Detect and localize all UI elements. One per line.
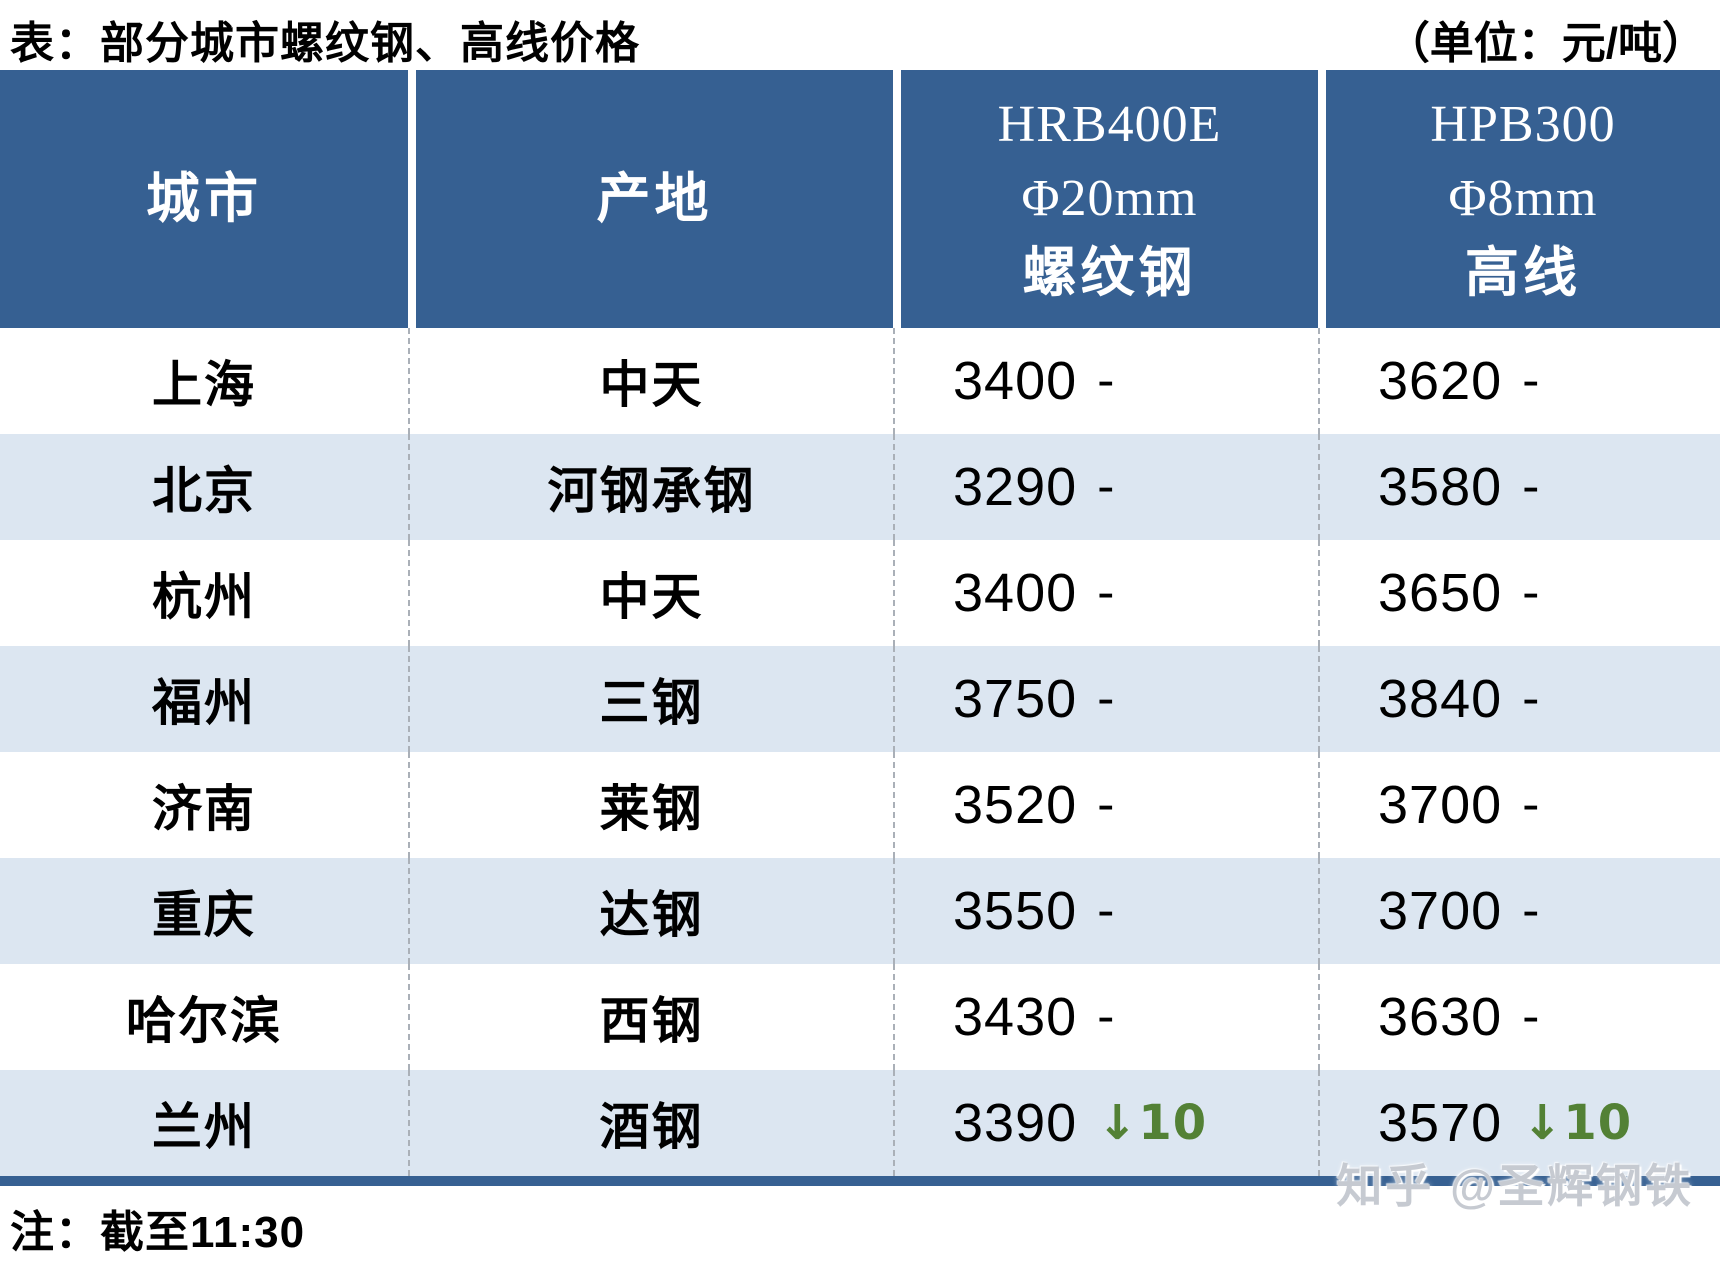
table-header-row: 城市 产地 HRB400E Φ20mm 螺纹钢 HPB300 Φ8mm 高线 [0,70,1720,328]
wire-price-cell: 3700 - [1318,858,1720,964]
origin-cell: 酒钢 [408,1070,893,1176]
wire-price-cell: 3630 - [1318,964,1720,1070]
rebar-price: 3400 [953,351,1078,411]
wire-change: - [1522,459,1541,515]
rebar-change: - [1097,671,1116,727]
table-row: 杭州 中天 3400 - 3650 - [0,540,1720,646]
wire-price-cell: 3700 - [1318,752,1720,858]
table-row: 上海 中天 3400 - 3620 - [0,328,1720,434]
city-cell: 杭州 [0,540,408,646]
rebar-price-cell: 3290 - [893,434,1318,540]
wire-price: 3620 [1378,351,1503,411]
zhihu-watermark: 知乎 @圣辉钢铁 [1336,1160,1694,1212]
origin-cell: 河钢承钢 [408,434,893,540]
wire-price: 3580 [1378,457,1503,517]
city-cell: 福州 [0,646,408,752]
footer: 注：截至11:30 [0,1186,1720,1260]
rebar-price: 3400 [953,563,1078,623]
header-cell-rebar: HRB400E Φ20mm 螺纹钢 [893,70,1318,328]
header-rebar-product: 螺纹钢 [1022,243,1197,303]
header-wire-diameter: Φ8mm [1448,170,1598,227]
header-origin-label: 产地 [596,169,713,229]
table-row: 北京 河钢承钢 3290 - 3580 - [0,434,1720,540]
unit-label: （单位：元/吨） [1385,18,1706,68]
wire-price: 3630 [1378,987,1503,1047]
wire-price: 3700 [1378,775,1503,835]
rebar-price-cell: 3400 - [893,540,1318,646]
wire-price-cell: 3620 - [1318,328,1720,434]
city-cell: 北京 [0,434,408,540]
rebar-price: 3290 [953,457,1078,517]
wire-change: - [1522,883,1541,939]
header-rebar-grade: HRB400E [997,96,1222,153]
wire-price-cell: 3580 - [1318,434,1720,540]
wire-change: ↓10 [1522,1095,1633,1151]
rebar-price: 3430 [953,987,1078,1047]
rebar-price: 3390 [953,1093,1078,1153]
table-title: 表：部分城市螺纹钢、高线价格 [10,18,640,68]
wire-change: - [1522,565,1541,621]
header-cell-city: 城市 [0,70,408,328]
rebar-change: - [1097,565,1116,621]
wire-price: 3650 [1378,563,1503,623]
rebar-change: - [1097,459,1116,515]
rebar-change: - [1097,989,1116,1045]
table-row: 济南 莱钢 3520 - 3700 - [0,752,1720,858]
rebar-change: ↓10 [1097,1095,1208,1151]
wire-price: 3570 [1378,1093,1503,1153]
header-cell-origin: 产地 [408,70,893,328]
header-wire-product: 高线 [1465,243,1581,303]
rebar-price-cell: 3430 - [893,964,1318,1070]
wire-change: - [1522,671,1541,727]
city-cell: 哈尔滨 [0,964,408,1070]
table-bottom-rule [0,1176,1720,1186]
city-cell: 兰州 [0,1070,408,1176]
footnote: 注：截至11:30 [10,1208,306,1257]
city-cell: 重庆 [0,858,408,964]
rebar-price: 3520 [953,775,1078,835]
rebar-price-cell: 3750 - [893,646,1318,752]
header-rebar-diameter: Φ20mm [1021,170,1198,227]
rebar-price-cell: 3550 - [893,858,1318,964]
wire-change: - [1522,353,1541,409]
rebar-price: 3750 [953,669,1078,729]
rebar-change: - [1097,353,1116,409]
table-row: 哈尔滨 西钢 3430 - 3630 - [0,964,1720,1070]
rebar-price-cell: 3400 - [893,328,1318,434]
origin-cell: 三钢 [408,646,893,752]
price-table: 城市 产地 HRB400E Φ20mm 螺纹钢 HPB300 Φ8mm 高线 上… [0,70,1720,1186]
table-row: 福州 三钢 3750 - 3840 - [0,646,1720,752]
wire-price-cell: 3650 - [1318,540,1720,646]
wire-price-cell: 3570 ↓10 [1318,1070,1720,1176]
rebar-price: 3550 [953,881,1078,941]
wire-price: 3840 [1378,669,1503,729]
city-cell: 济南 [0,752,408,858]
origin-cell: 达钢 [408,858,893,964]
rebar-change: - [1097,777,1116,833]
wire-change: - [1522,989,1541,1045]
table-row: 兰州 酒钢 3390 ↓10 3570 ↓10 [0,1070,1720,1176]
city-cell: 上海 [0,328,408,434]
rebar-price-cell: 3390 ↓10 [893,1070,1318,1176]
table-row: 重庆 达钢 3550 - 3700 - [0,858,1720,964]
wire-price: 3700 [1378,881,1503,941]
origin-cell: 莱钢 [408,752,893,858]
wire-price-cell: 3840 - [1318,646,1720,752]
header-city-label: 城市 [146,169,262,229]
rebar-change: - [1097,883,1116,939]
wire-change: - [1522,777,1541,833]
origin-cell: 中天 [408,540,893,646]
top-bar: 表：部分城市螺纹钢、高线价格 （单位：元/吨） [0,0,1720,70]
header-cell-wire: HPB300 Φ8mm 高线 [1318,70,1720,328]
rebar-price-cell: 3520 - [893,752,1318,858]
origin-cell: 西钢 [408,964,893,1070]
header-wire-grade: HPB300 [1430,96,1616,153]
origin-cell: 中天 [408,328,893,434]
